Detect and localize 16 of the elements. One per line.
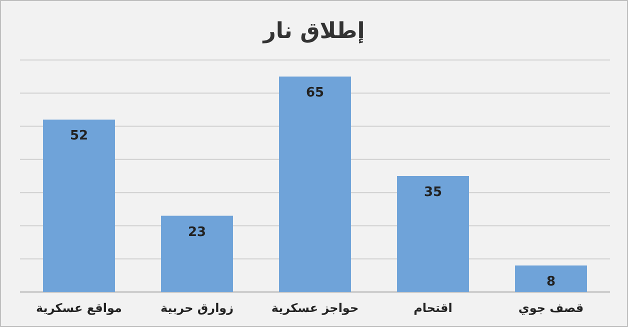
bar xyxy=(279,76,351,292)
x-tick-label: زوارق حربية xyxy=(160,301,234,315)
data-label: 52 xyxy=(70,128,88,144)
x-tick-label: اقتحام xyxy=(414,301,452,315)
bar xyxy=(161,216,233,292)
chart-title: إطلاق نار xyxy=(262,19,365,44)
bar xyxy=(515,265,587,292)
data-label: 8 xyxy=(546,274,556,290)
data-label: 65 xyxy=(306,86,324,101)
x-tick-label: حواجز عسكرية xyxy=(271,301,359,315)
data-label: 35 xyxy=(424,185,442,200)
data-label: 23 xyxy=(188,224,206,240)
bar xyxy=(43,120,115,292)
bar xyxy=(397,176,469,292)
x-tick-label: قصف جوي xyxy=(518,301,584,315)
x-tick-label: مواقع عسكرية xyxy=(36,301,122,315)
